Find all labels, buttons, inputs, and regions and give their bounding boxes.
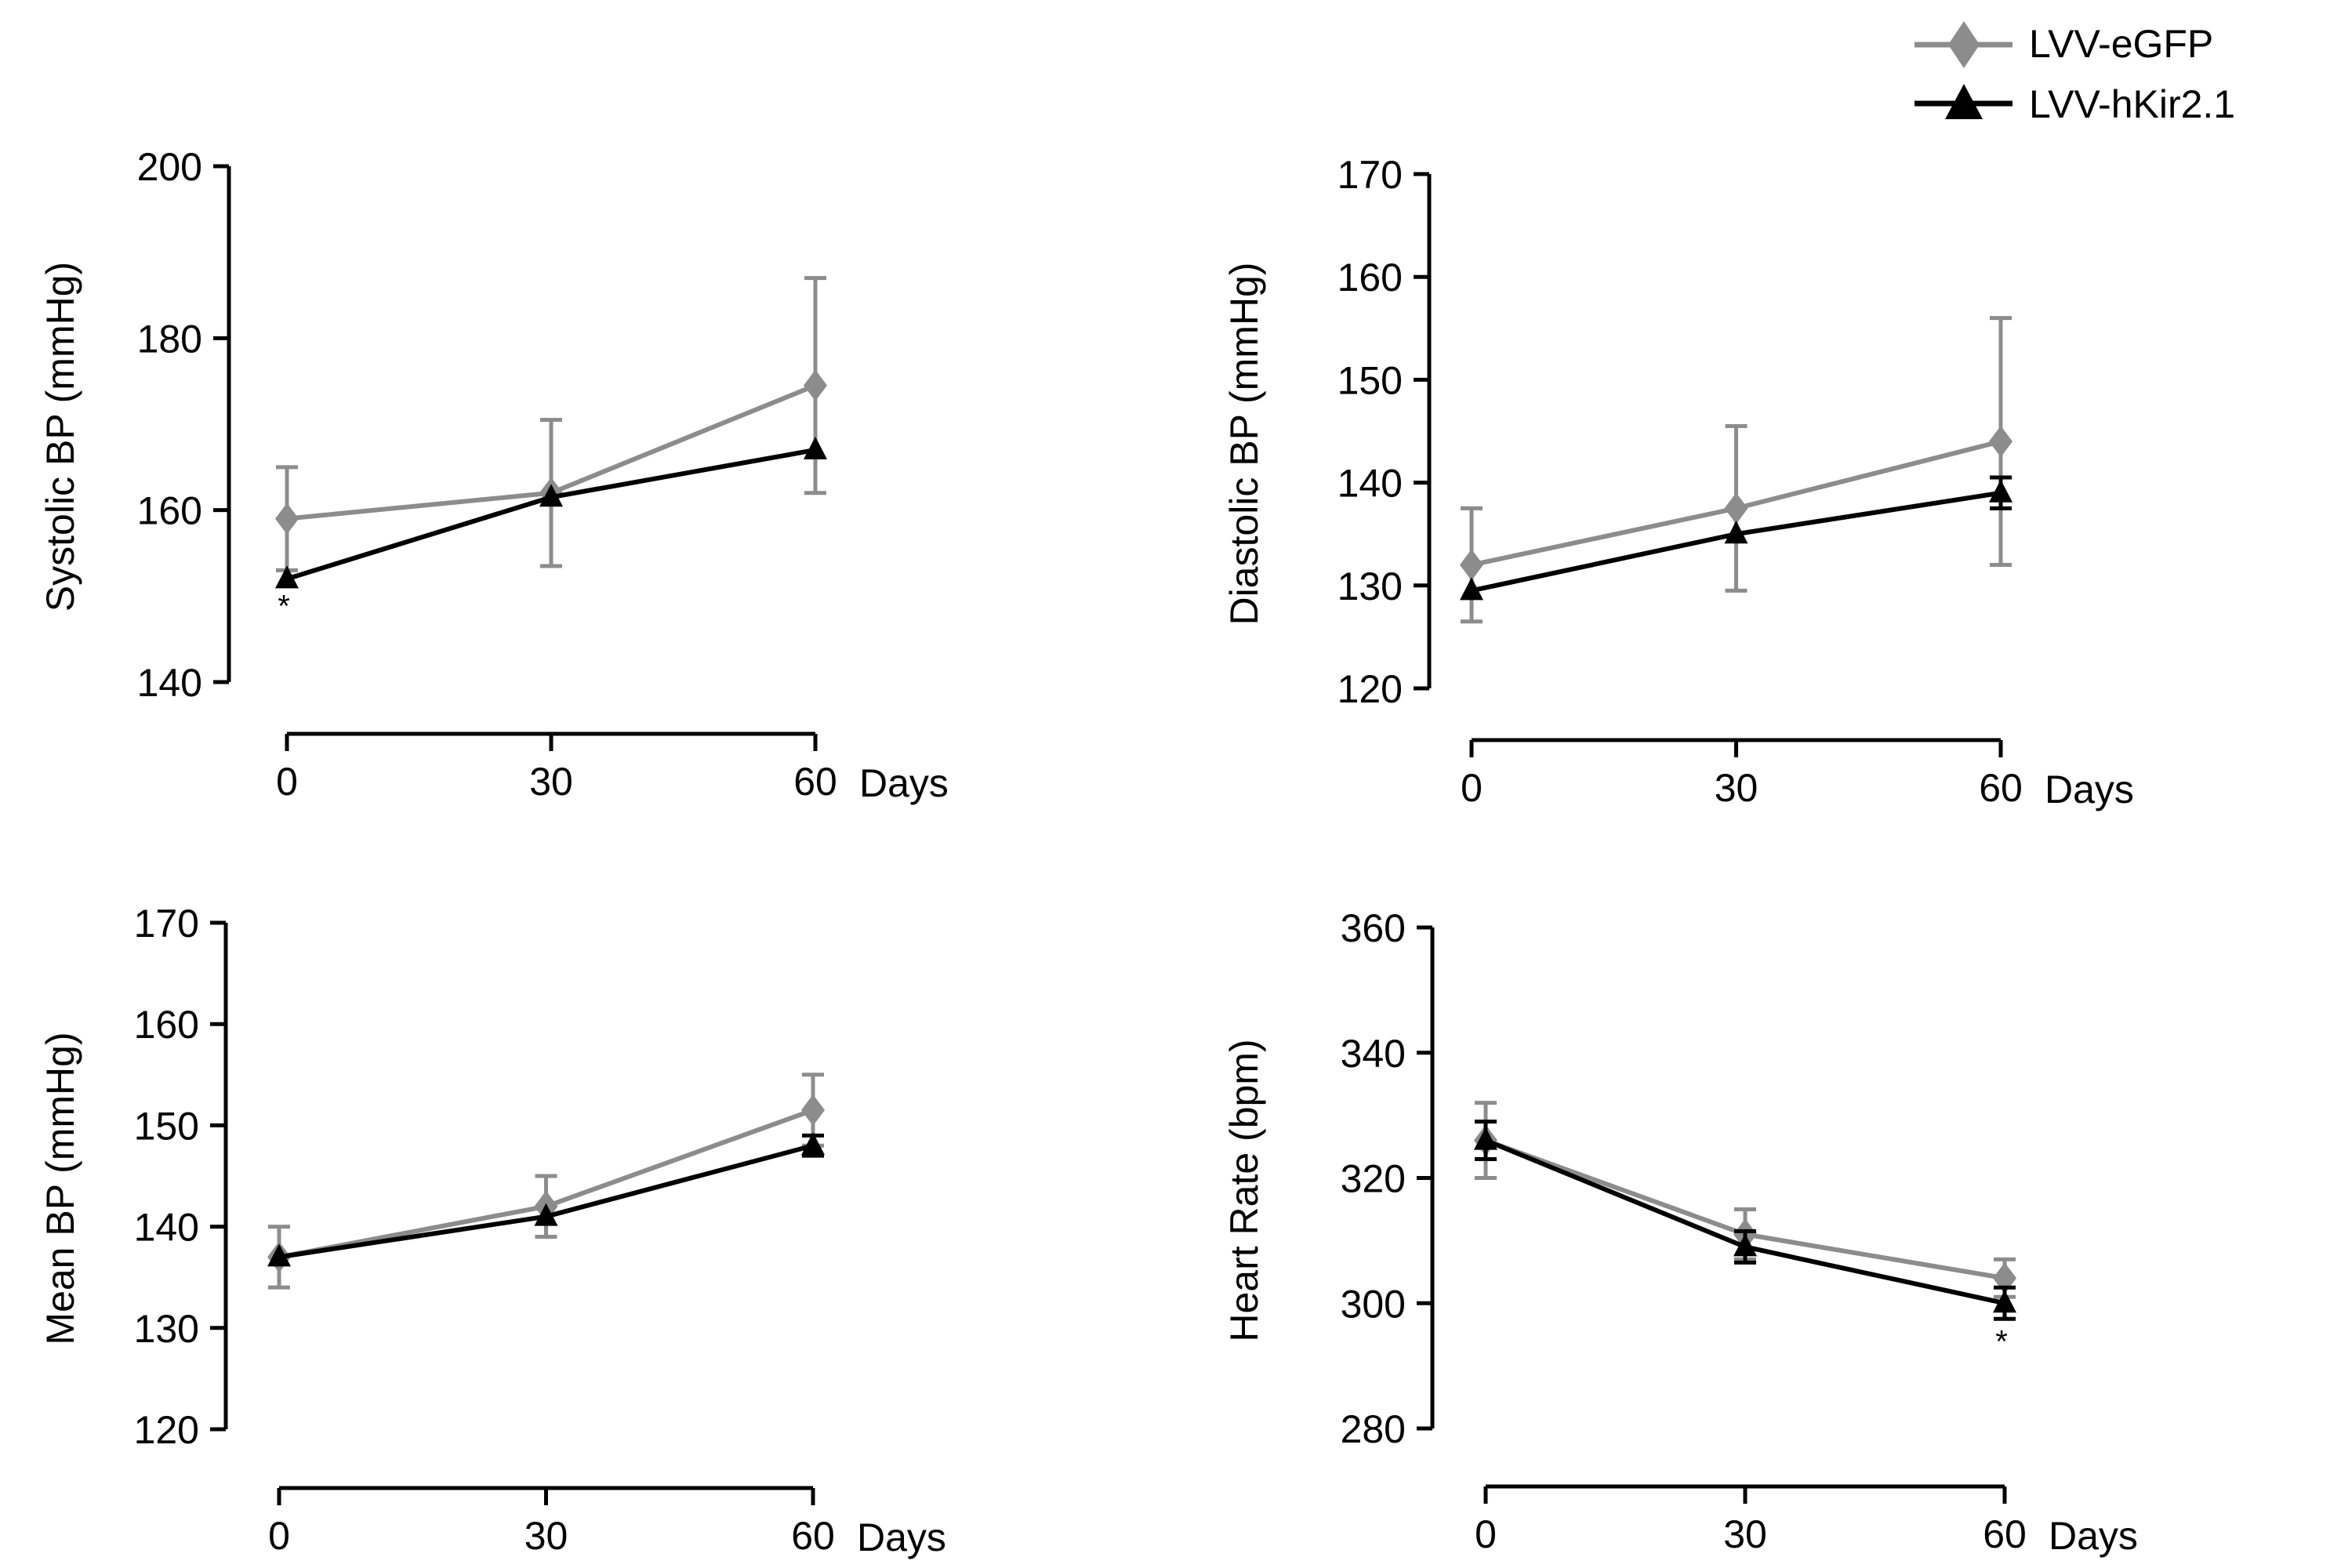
point-diastolic-0-2 [1989, 426, 2013, 458]
y-axis-title-heartrate: Heart Rate (bpm) [1222, 1039, 1266, 1341]
point-heartrate-1-0 [1474, 1127, 1497, 1150]
point-heartrate-1-2 [1993, 1290, 2016, 1313]
chart-panel-mean: 120 130 140 150 160 170 Mean BP (mmHg) 0 30 60 Day… [38, 902, 946, 1559]
x-axis-title-heartrate: Days [2049, 1514, 2138, 1558]
point-systolic-1-1 [539, 484, 563, 507]
x-tick-label-mean-0: 0 [268, 1514, 290, 1558]
series-mean-0 [267, 1073, 825, 1290]
series-heartrate-1 [1474, 1120, 2016, 1321]
x-tick-label-systolic-0: 0 [276, 760, 298, 804]
point-mean-1-0 [267, 1243, 291, 1267]
point-systolic-0-0 [275, 503, 299, 535]
y-tick-label-systolic-140: 140 [137, 661, 202, 705]
series-mean-1 [267, 1132, 825, 1267]
legend: LVV-eGFP LVV-hKir2.1 [1915, 21, 2235, 126]
point-mean-0-2 [801, 1094, 825, 1127]
y-axis-title-mean: Mean BP (mmHg) [38, 1032, 82, 1345]
panels: 140 160 180 200 Systolic BP (mmHg) 0 30 60 Days *… [38, 145, 2138, 1559]
legend-hkir-marker [1945, 84, 1983, 119]
y-tick-label-diastolic-130: 130 [1337, 564, 1403, 608]
x-axis-title-systolic: Days [859, 761, 949, 805]
y-tick-label-diastolic-160: 160 [1337, 256, 1403, 299]
y-tick-label-systolic-200: 200 [137, 145, 202, 189]
point-diastolic-1-0 [1460, 577, 1483, 601]
series-systolic-1 [275, 436, 827, 589]
x-tick-label-mean-60: 60 [791, 1514, 835, 1558]
x-tick-label-heartrate-60: 60 [1983, 1512, 2027, 1556]
y-tick-label-mean-170: 170 [134, 902, 199, 946]
point-mean-1-1 [534, 1203, 558, 1226]
x-tick-label-diastolic-60: 60 [1979, 766, 2023, 810]
y-tick-label-mean-130: 130 [134, 1307, 199, 1351]
x-tick-label-heartrate-30: 30 [1723, 1512, 1767, 1556]
y-tick-label-mean-140: 140 [134, 1206, 199, 1250]
significance-star-systolic-0: * [278, 589, 290, 623]
y-tick-label-diastolic-170: 170 [1337, 153, 1403, 197]
legend-egfp-label: LVV-eGFP [2029, 22, 2213, 66]
series-heartrate-0 [1474, 1101, 2016, 1299]
y-axis-title-diastolic: Diastolic BP (mmHg) [1222, 262, 1266, 625]
x-tick-label-diastolic-0: 0 [1461, 766, 1483, 810]
x-tick-label-mean-30: 30 [524, 1514, 568, 1558]
series-diastolic-0 [1460, 316, 2013, 624]
chart-panel-heartrate: 280 300 320 340 360 Heart Rate (bpm) 0 30 60 Days… [1222, 906, 2138, 1558]
x-tick-label-heartrate-0: 0 [1475, 1512, 1497, 1556]
y-tick-label-mean-160: 160 [134, 1003, 199, 1047]
y-axis-title-systolic: Systolic BP (mmHg) [38, 262, 82, 612]
y-tick-label-diastolic-150: 150 [1337, 358, 1403, 402]
chart-panel-diastolic: 120 130 140 150 160 170 Diastolic BP (mmHg) 0 30… [1222, 153, 2134, 811]
chart-panel-systolic: 140 160 180 200 Systolic BP (mmHg) 0 30 60 Days * [38, 145, 949, 805]
point-diastolic-0-0 [1460, 549, 1483, 581]
point-mean-1-2 [801, 1132, 825, 1156]
y-tick-label-diastolic-140: 140 [1337, 462, 1403, 506]
x-axis-title-mean: Days [857, 1515, 946, 1559]
point-systolic-1-0 [275, 565, 299, 589]
y-tick-label-systolic-180: 180 [137, 317, 202, 361]
series-diastolic-1 [1460, 475, 2013, 601]
y-tick-label-heartrate-300: 300 [1341, 1282, 1406, 1326]
x-tick-label-diastolic-30: 30 [1715, 766, 1758, 810]
significance-star-heartrate-0: * [1995, 1324, 2008, 1359]
y-tick-label-heartrate-280: 280 [1341, 1407, 1406, 1451]
y-tick-label-heartrate-340: 340 [1341, 1032, 1406, 1076]
y-tick-label-mean-120: 120 [134, 1408, 199, 1452]
point-heartrate-1-1 [1733, 1233, 1757, 1257]
legend-item-egfp: LVV-eGFP [1915, 21, 2213, 68]
point-systolic-1-2 [804, 436, 827, 459]
x-tick-label-systolic-60: 60 [793, 760, 837, 804]
x-axis-title-diastolic: Days [2045, 768, 2134, 811]
y-tick-label-heartrate-320: 320 [1341, 1157, 1406, 1201]
point-systolic-0-2 [804, 369, 827, 401]
point-diastolic-0-1 [1724, 492, 1748, 524]
y-tick-label-diastolic-120: 120 [1337, 667, 1403, 711]
y-tick-label-heartrate-360: 360 [1341, 906, 1406, 950]
legend-hkir-label: LVV-hKir2.1 [2029, 82, 2235, 126]
y-tick-label-systolic-160: 160 [137, 489, 202, 533]
x-tick-label-systolic-30: 30 [529, 760, 573, 804]
point-diastolic-1-2 [1989, 479, 2013, 503]
legend-egfp-marker [1948, 21, 1980, 68]
point-diastolic-1-1 [1724, 521, 1748, 544]
y-tick-label-mean-150: 150 [134, 1104, 199, 1148]
series-systolic-0 [275, 276, 827, 572]
legend-item-hkir: LVV-hKir2.1 [1915, 82, 2235, 126]
